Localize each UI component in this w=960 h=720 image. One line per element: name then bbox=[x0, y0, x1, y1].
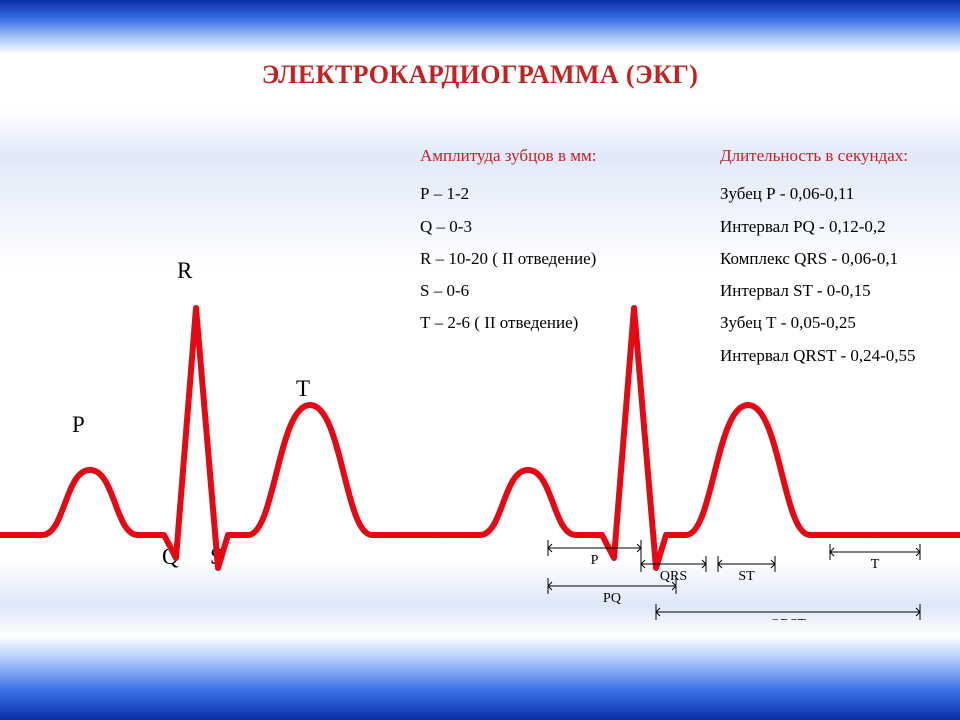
interval-pq: PQ bbox=[548, 578, 676, 606]
interval-qrs-label: QRS bbox=[660, 569, 687, 584]
interval-st: ST bbox=[718, 556, 775, 584]
ecg-waveforms bbox=[0, 308, 960, 568]
amplitude-heading: Амплитуда зубцов в мм: bbox=[420, 140, 710, 172]
amplitude-p: Р – 1-2 bbox=[420, 178, 710, 210]
interval-qrst-label: QRST bbox=[770, 617, 806, 620]
duration-p: Зубец Р - 0,06-0,11 bbox=[720, 178, 950, 210]
wave-label-r: R bbox=[177, 258, 192, 284]
interval-st-label: ST bbox=[738, 569, 755, 584]
interval-p-label: P bbox=[591, 553, 599, 568]
interval-qrs: QRS bbox=[641, 556, 706, 584]
duration-heading: Длительность в секундах: bbox=[720, 140, 950, 172]
interval-pq-label: PQ bbox=[603, 591, 621, 606]
gradient-band-bottom bbox=[0, 636, 960, 720]
interval-t: T bbox=[830, 544, 920, 572]
ecg-cycle bbox=[0, 308, 438, 568]
amplitude-r: R – 10-20 ( II отведение) bbox=[420, 243, 710, 275]
gradient-band-top bbox=[0, 0, 960, 54]
ecg-measure-bars: P QRS ST T PQ QRST bbox=[548, 540, 920, 620]
duration-qrs: Комплекс QRS - 0,06-0,1 bbox=[720, 243, 950, 275]
duration-pq: Интервал PQ - 0,12-0,2 bbox=[720, 211, 950, 243]
interval-p: P bbox=[548, 540, 641, 568]
interval-t-label: T bbox=[871, 557, 880, 572]
page-title: ЭЛЕКТРОКАРДИОГРАММА (ЭКГ) bbox=[0, 60, 960, 90]
ecg-cycle bbox=[438, 308, 876, 568]
interval-qrst: QRST bbox=[656, 604, 920, 620]
ecg-chart: P QRS ST T PQ QRST bbox=[0, 290, 960, 620]
ecg-slide: ЭЛЕКТРОКАРДИОГРАММА (ЭКГ) Амплитуда зубц… bbox=[0, 0, 960, 720]
amplitude-q: Q – 0-3 bbox=[420, 211, 710, 243]
